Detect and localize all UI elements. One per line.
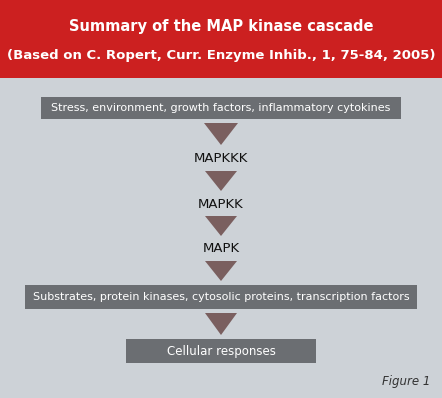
FancyBboxPatch shape (126, 339, 316, 363)
Text: MAPKK: MAPKK (198, 197, 244, 211)
Polygon shape (205, 261, 237, 281)
Text: Cellular responses: Cellular responses (167, 345, 275, 357)
Text: Stress, environment, growth factors, inflammatory cytokines: Stress, environment, growth factors, inf… (51, 103, 391, 113)
Text: MAPK: MAPK (202, 242, 240, 256)
Bar (0, 0, 442, 78)
Polygon shape (204, 123, 238, 145)
Text: Summary of the MAP kinase cascade: Summary of the MAP kinase cascade (69, 18, 373, 33)
Text: Figure 1: Figure 1 (381, 375, 430, 388)
Polygon shape (205, 216, 237, 236)
Text: MAPKKK: MAPKKK (194, 152, 248, 166)
FancyBboxPatch shape (25, 285, 417, 309)
Text: Substrates, protein kinases, cytosolic proteins, transcription factors: Substrates, protein kinases, cytosolic p… (33, 292, 409, 302)
FancyBboxPatch shape (41, 97, 401, 119)
Polygon shape (205, 171, 237, 191)
Polygon shape (205, 313, 237, 335)
Text: (Based on C. Ropert, Curr. Enzyme Inhib., 1, 75-84, 2005): (Based on C. Ropert, Curr. Enzyme Inhib.… (7, 49, 435, 62)
